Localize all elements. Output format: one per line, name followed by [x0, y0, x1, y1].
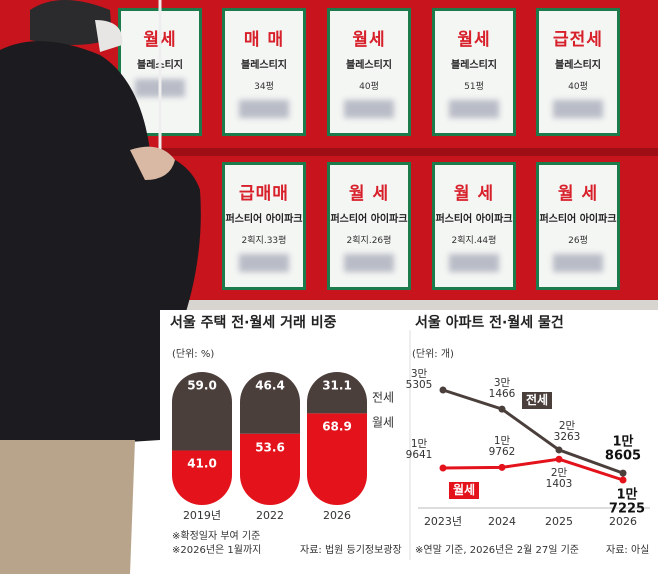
- hand: [130, 146, 175, 180]
- sign-name: 블레스티지: [451, 60, 497, 71]
- value-label: 41.0: [187, 457, 217, 472]
- sign-deal: 월 세: [453, 184, 495, 204]
- sign-size: 40평: [568, 82, 588, 92]
- note: ※2026년은 1월까지: [172, 545, 262, 556]
- blurred-price: [239, 100, 289, 118]
- value-label: 31.1: [322, 378, 352, 393]
- value-label: 1만 9641: [405, 437, 433, 461]
- series-line: [442, 388, 624, 475]
- x-tick-label: 2024: [488, 515, 516, 529]
- value-label: 59.0: [187, 378, 217, 393]
- sign-name: 퍼스티어 아이파크: [330, 214, 408, 225]
- value-label: 46.4: [255, 378, 285, 393]
- blurred-price: [553, 254, 603, 272]
- sign-size: 51평: [464, 82, 484, 92]
- chart-title: 서울 아파트 전·월세 물건: [415, 315, 564, 331]
- point: [619, 469, 627, 477]
- value-label: 2만 3263: [553, 419, 581, 443]
- point: [619, 476, 627, 484]
- series-label: 전세: [372, 390, 395, 405]
- blurred-price: [553, 100, 603, 118]
- point: [498, 463, 506, 471]
- blurred-price: [344, 254, 394, 272]
- sign-deal: 월 세: [557, 184, 599, 204]
- source: 자료: 법원 등기정보광장: [300, 545, 402, 556]
- value-label: 3만 5305: [405, 367, 433, 391]
- chart-title: 서울 주택 전·월세 거래 비중: [170, 315, 337, 331]
- source: 자료: 아실: [606, 545, 650, 556]
- series-line: [442, 457, 624, 482]
- sign-deal: 매 매: [243, 30, 285, 50]
- point: [439, 386, 447, 394]
- sign-deal: 월 세: [348, 184, 390, 204]
- sign-size: 2획지.33평: [241, 236, 287, 246]
- note: ※연말 기준, 2026년은 2월 27일 기준: [415, 545, 579, 556]
- sign-deal: 급전세: [553, 30, 603, 50]
- x-tick-label: 2022: [256, 509, 284, 523]
- sign-size: 26평: [568, 236, 588, 246]
- bar-segment: [240, 433, 300, 505]
- sign-size: 34평: [254, 82, 274, 92]
- value-label: 53.6: [255, 440, 285, 455]
- sign-deal: 월세: [352, 30, 386, 50]
- sign-name: 블레스티지: [241, 60, 287, 71]
- x-tick-label: 2026: [609, 515, 637, 529]
- value-label: 2만 1403: [545, 467, 573, 491]
- sign-deal: 월세: [457, 30, 491, 50]
- point: [439, 464, 447, 472]
- sign-name: 블레스티지: [555, 60, 601, 71]
- mask: [95, 20, 123, 52]
- x-tick-label: 2025: [545, 515, 573, 529]
- value-label: 1만 7225: [608, 487, 646, 516]
- blurred-price: [449, 100, 499, 118]
- sign-name: 블레스티지: [346, 60, 392, 71]
- unit-label: (단위: 개): [412, 349, 454, 360]
- sign-name: 퍼스티어 아이파크: [435, 214, 513, 225]
- bar-segment: [172, 372, 232, 451]
- value-label: 1만 9762: [488, 435, 516, 459]
- blurred-price: [449, 254, 499, 272]
- value-label: 3만 1466: [488, 377, 516, 401]
- x-tick-label: 2026: [323, 509, 351, 523]
- beanie: [30, 0, 112, 45]
- sign-name: 퍼스티어 아이파크: [225, 214, 303, 225]
- bar-segment: [240, 372, 300, 434]
- point: [555, 455, 563, 463]
- bar-segment: [172, 450, 232, 505]
- point: [498, 405, 506, 413]
- sign-name: 퍼스티어 아이파크: [539, 214, 617, 225]
- series-label: 월세: [372, 415, 395, 430]
- blurred-price: [344, 100, 394, 118]
- note: ※확정일자 부여 기준: [172, 531, 261, 542]
- x-tick-label: 2023년: [423, 515, 463, 529]
- wall-divider: [0, 148, 658, 156]
- value-label: 1만 8605: [604, 434, 642, 464]
- sign-size: 2획지.26평: [346, 236, 392, 246]
- series-tag: 월세: [449, 482, 480, 499]
- sign-size: 40평: [359, 82, 379, 92]
- bar-segment: [307, 413, 367, 505]
- sign-deal: 급매매: [239, 184, 289, 204]
- unit-label: (단위: %): [172, 349, 215, 360]
- blurred-price: [239, 254, 289, 272]
- point: [555, 446, 563, 454]
- x-tick-label: 2019년: [182, 509, 222, 523]
- value-label: 68.9: [322, 420, 352, 435]
- sign-size: 2획지.44평: [451, 236, 497, 246]
- puffer-coat: [0, 41, 201, 450]
- series-tag: 전세: [522, 392, 553, 409]
- pants: [0, 440, 135, 574]
